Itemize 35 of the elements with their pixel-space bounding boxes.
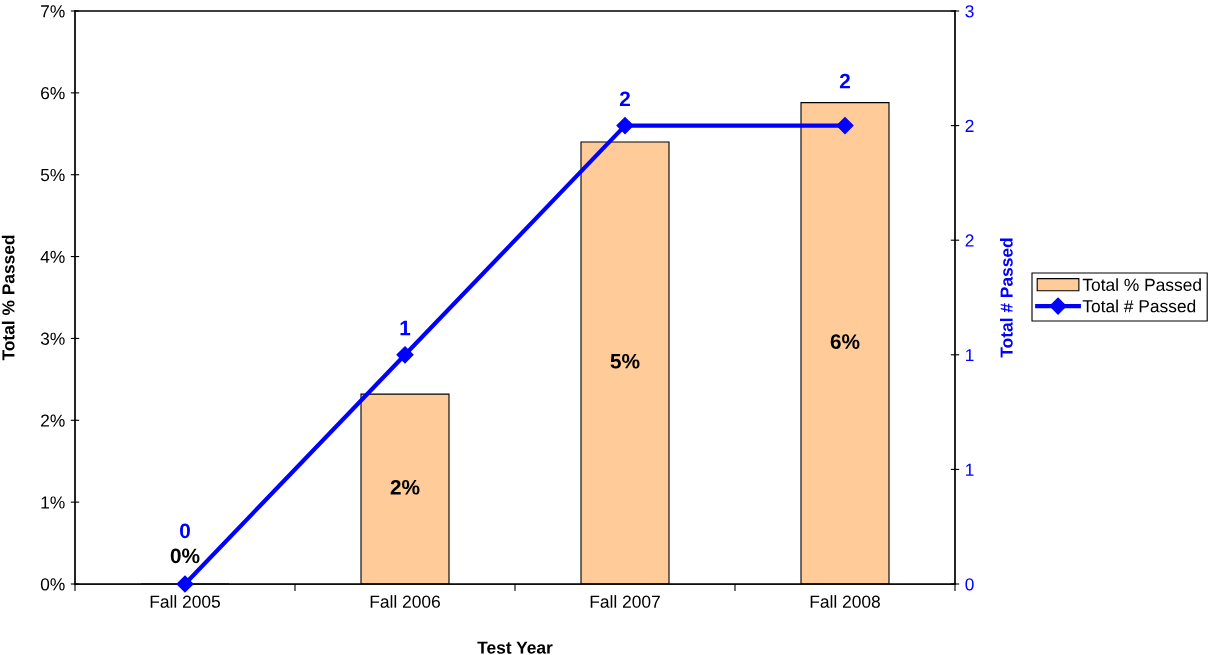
y-tick-label: 0% bbox=[40, 578, 65, 591]
y-tick-label: 5% bbox=[40, 168, 65, 182]
point bbox=[836, 117, 854, 135]
y-tick-label: 3% bbox=[40, 332, 65, 345]
x-tick-label: Fall 2007 bbox=[590, 595, 660, 608]
legend-label: Total % Passed bbox=[1082, 278, 1201, 291]
x-tick-label: Fall 2006 bbox=[370, 595, 440, 608]
legend-label: Total # Passed bbox=[1082, 299, 1196, 313]
y-tick-label: 7% bbox=[41, 5, 65, 18]
data-label: 6% bbox=[830, 334, 860, 349]
data-label: 2 bbox=[619, 91, 630, 106]
y2-tick-label: 1 bbox=[966, 463, 974, 476]
y-tick-label: 1% bbox=[41, 496, 65, 509]
data-label: 5% bbox=[610, 353, 640, 369]
y2-tick-label: 0 bbox=[965, 578, 974, 591]
data-label: 0 bbox=[180, 523, 190, 539]
data-label: 2 bbox=[839, 73, 850, 89]
y2-tick-label: 1 bbox=[966, 349, 974, 362]
data-label: 2% bbox=[390, 479, 420, 495]
x-axis-title: Test Year bbox=[477, 641, 553, 654]
y2-tick-label: 3 bbox=[965, 5, 974, 18]
y2-axis-title: Total # Passed bbox=[1000, 238, 1013, 358]
point bbox=[176, 575, 194, 593]
point bbox=[396, 346, 414, 364]
y-tick-label: 6% bbox=[41, 87, 65, 100]
y-tick-label: 4% bbox=[40, 250, 65, 263]
x-tick-label: Fall 2008 bbox=[810, 595, 880, 608]
x-tick-label: Fall 2005 bbox=[150, 595, 220, 608]
y2-tick-label: 2 bbox=[965, 234, 974, 247]
point bbox=[616, 117, 634, 135]
data-label: 0% bbox=[170, 548, 200, 564]
y-tick-label: 2% bbox=[41, 414, 65, 427]
y2-tick-label: 2 bbox=[965, 119, 974, 132]
y-axis-title: Total % Passed bbox=[1, 235, 15, 361]
data-label: 1 bbox=[400, 320, 411, 336]
